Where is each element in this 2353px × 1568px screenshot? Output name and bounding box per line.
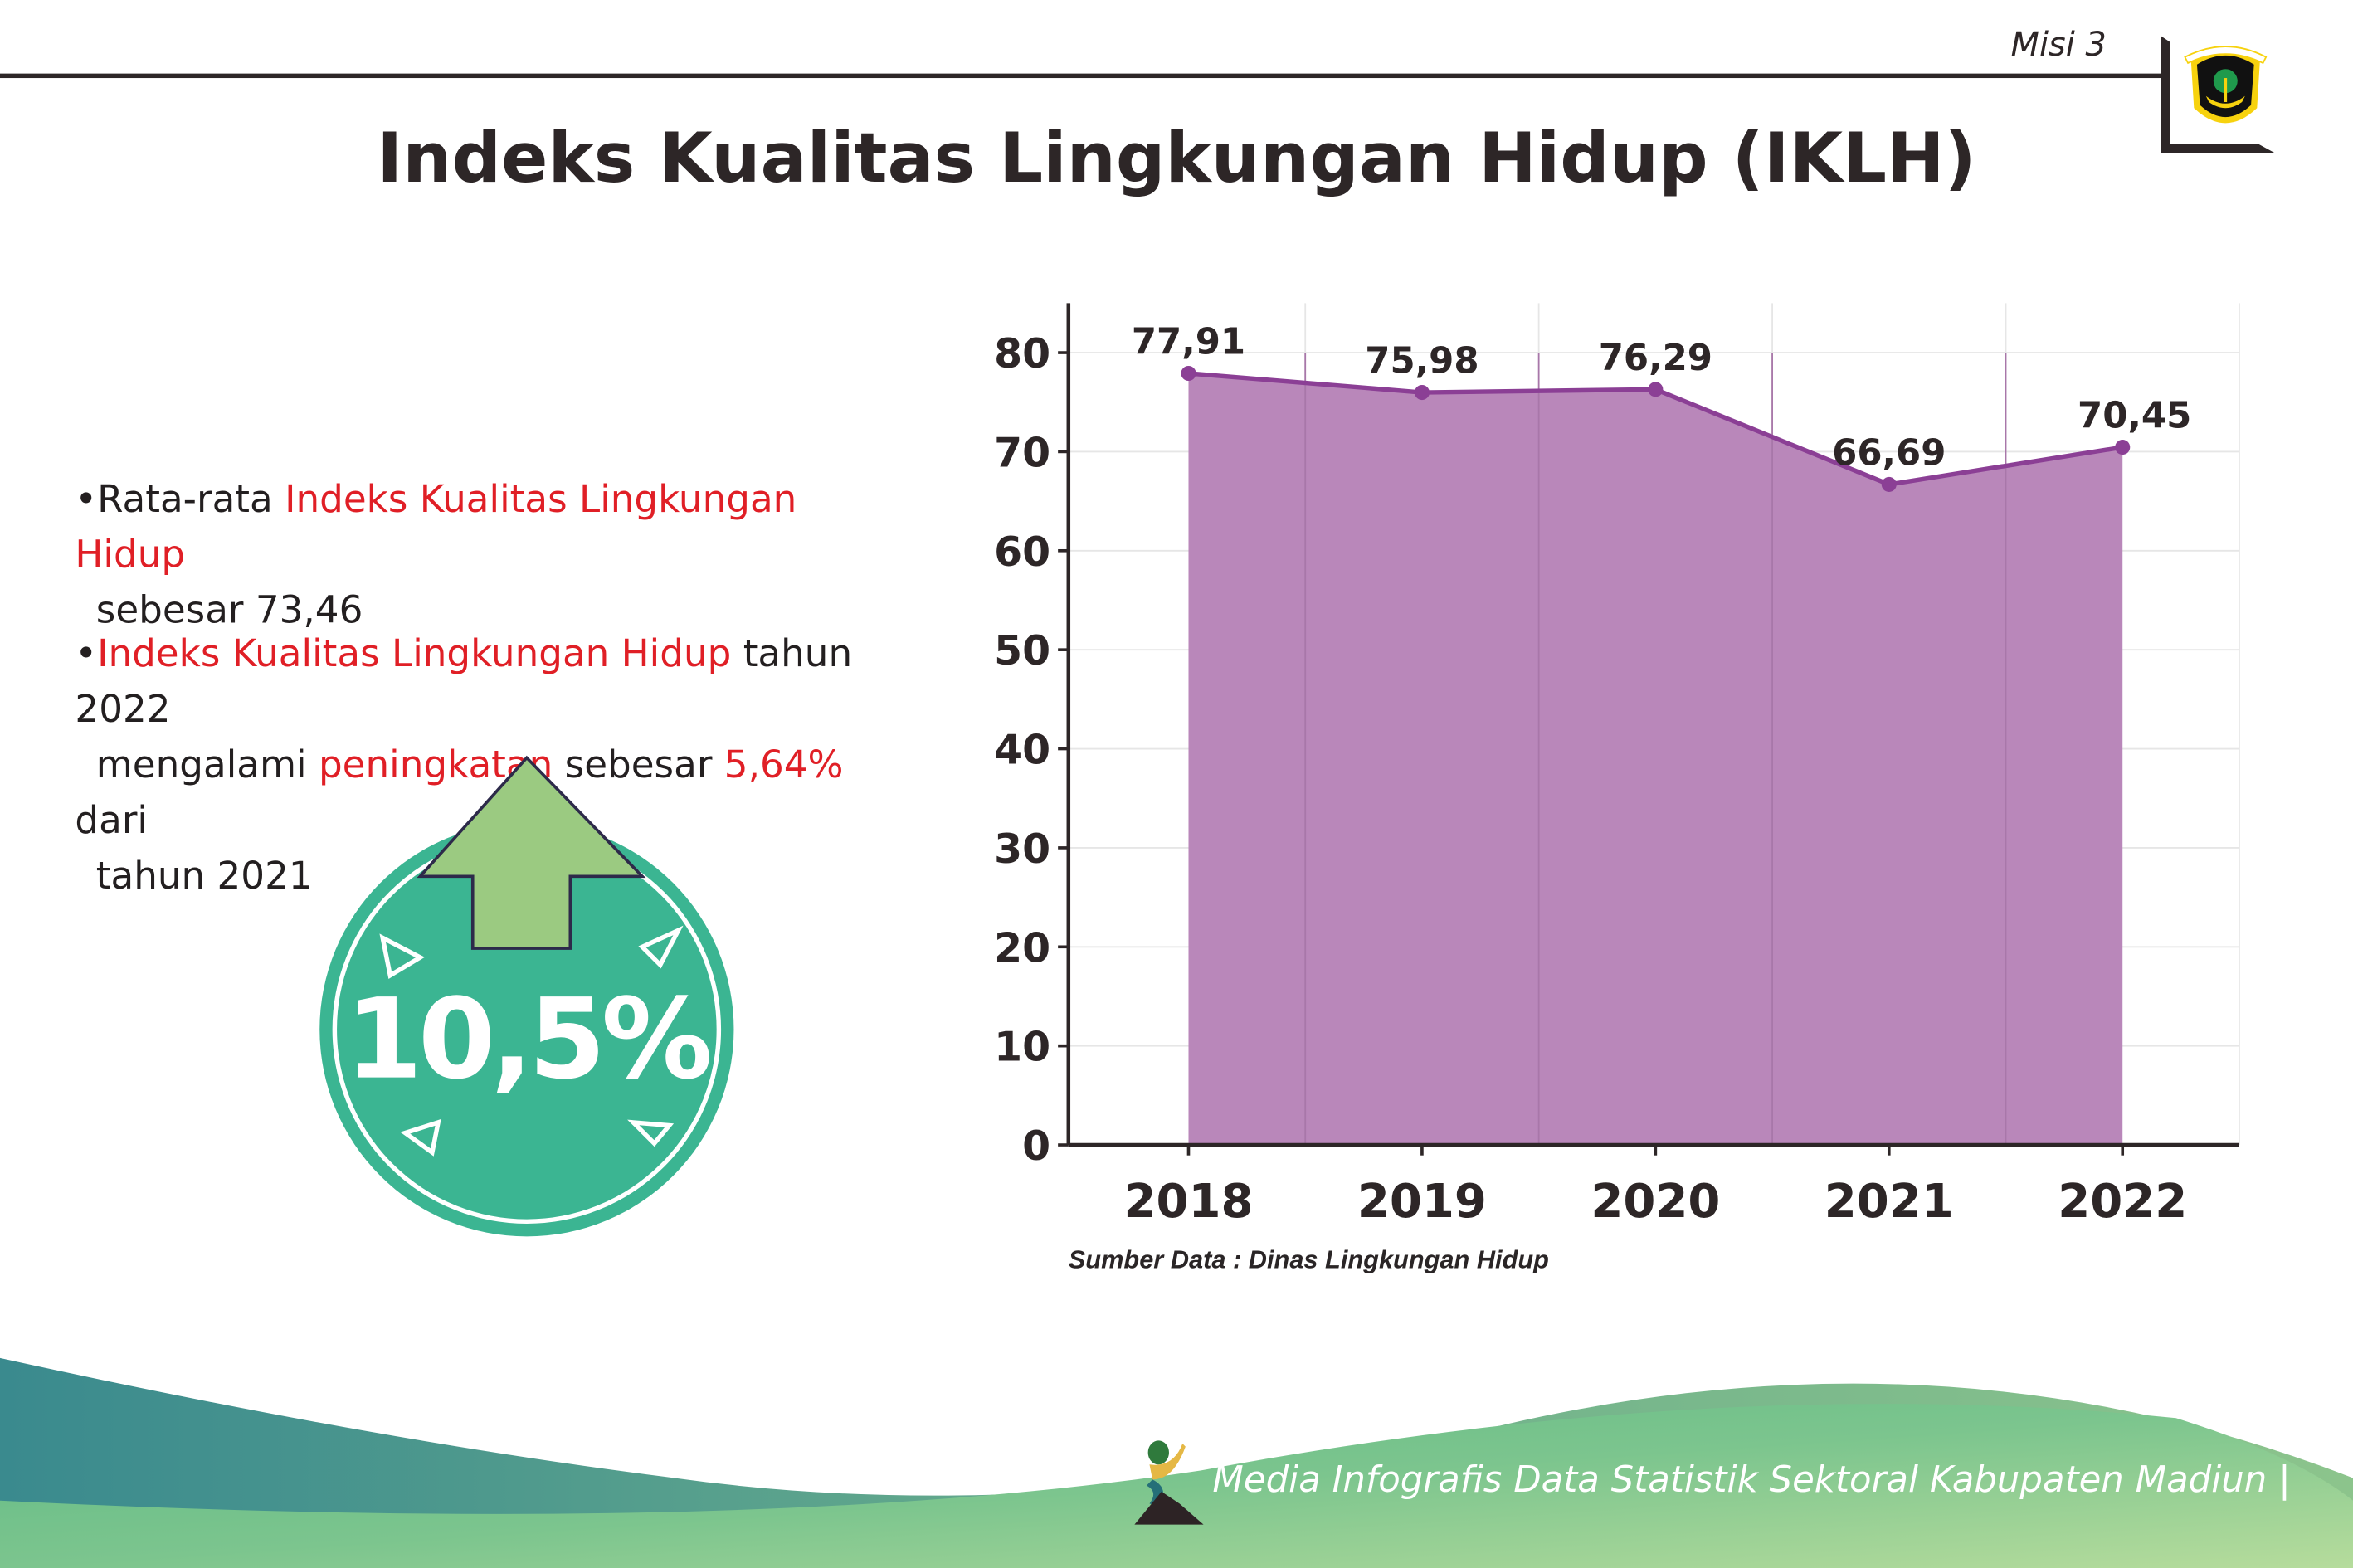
data-label: 70,45 [2078,396,2191,437]
area-fill [1188,373,2123,1146]
arrow-up-icon [417,755,646,950]
y-tick-label: 30 [994,825,1050,873]
mission-label: Misi 3 [2010,27,2107,65]
data-label: 77,91 [1132,321,1245,363]
growth-value: 10,5% [345,975,713,1105]
data-point [1414,384,1430,401]
media-infografis-logo [1134,1440,1204,1525]
footer-wave [0,1357,2353,1568]
growth-badge [319,755,734,1237]
bullet-text: tahun 2022 [75,631,853,731]
data-point [1181,365,1196,382]
bullet-text: dari [75,798,149,842]
bullet-average: •Rata-rata Indeks Kualitas Lingkungan Hi… [75,471,915,638]
footer-text: Media Infografis Data Statistik Sektoral… [1212,1458,2291,1501]
bullet-dot: • [75,631,98,675]
data-source: Sumber Data : Dinas Lingkungan Hidup [1068,1245,1549,1274]
y-tick-label: 70 [994,430,1050,477]
bullet-text: sebesar 73,46 [95,588,363,632]
y-tick-label: 0 [1022,1122,1050,1170]
data-point [1648,382,1664,397]
page-title: Indeks Kualitas Lingkungan Hidup (IKLH) [377,117,1976,198]
y-tick-label: 60 [994,528,1050,576]
data-point [1881,476,1897,492]
x-tick-label: 2020 [1591,1175,1720,1229]
y-tick-label: 80 [994,330,1050,377]
x-tick-label: 2018 [1123,1175,1253,1229]
bullet-increase: •Indeks Kualitas Lingkungan Hidup tahun … [75,626,915,903]
data-label: 66,69 [1832,432,1946,474]
y-tick-label: 20 [994,924,1050,971]
bullet-highlight: Indeks Kualitas Lingkungan Hidup [75,477,797,577]
x-tick-label: 2021 [1824,1175,1954,1229]
bullet-text: mengalami [95,743,319,786]
x-tick-label: 2019 [1357,1175,1487,1229]
bullet-highlight: 5,64% [723,743,844,786]
data-label: 76,29 [1599,338,1712,379]
kabupaten-madiun-logo [2184,46,2268,124]
bullet-text: tahun 2021 [95,854,313,898]
iklh-area-chart: 77,91 75,98 76,29 66,69 70,45 0 10 20 30 40 50 60 70… [994,303,2240,1229]
bullet-text: •Rata-rata [75,477,285,521]
header-decoration [0,36,2275,153]
data-label: 75,98 [1365,341,1479,382]
bullet-highlight: Indeks Kualitas Lingkungan Hidup [97,631,732,675]
y-tick-label: 50 [994,627,1050,674]
x-tick-label: 2022 [2058,1175,2187,1229]
bullet-text: sebesar [553,743,724,786]
y-tick-label: 40 [994,727,1050,774]
y-tick-label: 10 [994,1024,1050,1071]
data-point [2115,440,2131,455]
